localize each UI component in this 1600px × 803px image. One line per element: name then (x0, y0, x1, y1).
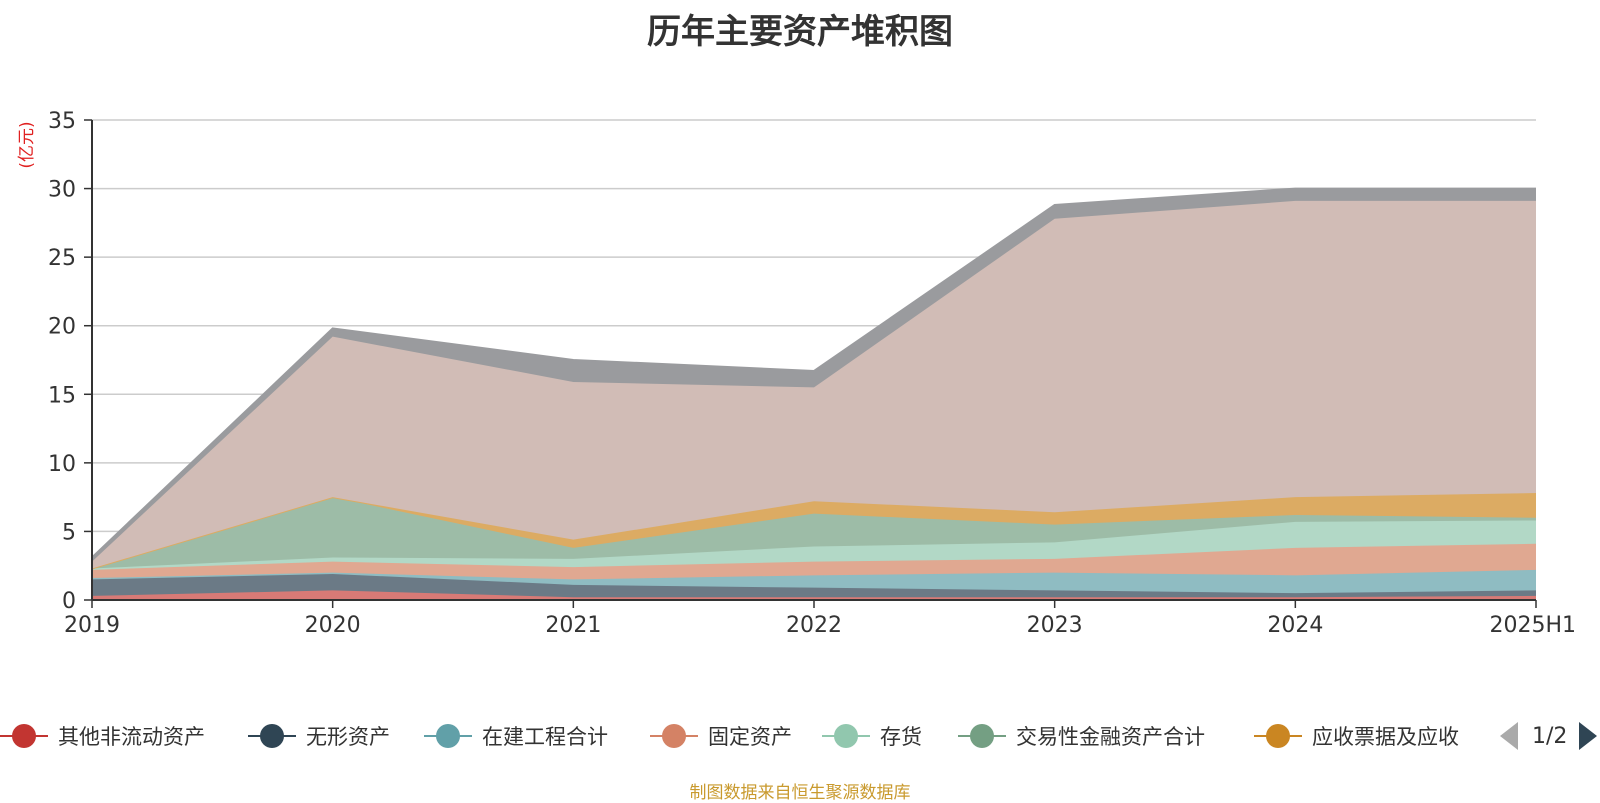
x-tick-label: 2022 (786, 613, 842, 638)
legend-dot-icon (260, 724, 284, 748)
legend-marker-icon (0, 723, 48, 749)
data-source-note: 制图数据来自恒生聚源数据库 (689, 783, 911, 803)
y-tick-label: 15 (48, 383, 76, 408)
y-tick-label: 30 (48, 178, 76, 203)
y-tick-label: 10 (48, 452, 76, 477)
legend-dot-icon (12, 724, 36, 748)
legend-marker-icon (822, 723, 870, 749)
area-series (91, 187, 1537, 600)
legend-prev-page-icon[interactable] (1500, 722, 1518, 750)
x-tick-label: 2023 (1027, 613, 1083, 638)
legend-marker-icon (958, 723, 1006, 749)
legend-item[interactable]: 固定资产 (650, 718, 792, 754)
chart-title: 历年主要资产堆积图 (647, 12, 953, 52)
x-tick-label: 2024 (1267, 613, 1323, 638)
legend-label: 固定资产 (708, 725, 792, 749)
legend-dot-icon (970, 724, 994, 748)
legend-marker-icon (424, 723, 472, 749)
y-tick-label: 20 (48, 315, 76, 340)
y-tick-label: 35 (48, 109, 76, 134)
x-tick-label: 2025H1 (1489, 613, 1576, 638)
legend-label: 应收票据及应收 (1312, 725, 1459, 749)
legend-dot-icon (436, 724, 460, 748)
area-其他资产 (92, 188, 1536, 562)
area-货币资金 (92, 200, 1536, 569)
legend-pager: 1/2 (1500, 718, 1598, 754)
legend-marker-icon (1254, 723, 1302, 749)
legend-dot-icon (1266, 724, 1290, 748)
legend-label: 存货 (880, 725, 922, 749)
y-tick-label: 25 (48, 246, 76, 271)
x-tick-label: 2020 (305, 613, 361, 638)
x-tick-label: 2021 (545, 613, 601, 638)
legend-label: 在建工程合计 (482, 725, 608, 749)
legend-next-page-icon[interactable] (1579, 722, 1598, 750)
legend-dot-icon (662, 724, 686, 748)
axes: 0 5 10 15 20 25 30 35 2019 2020 2021 2022 2023 2024 20… (48, 109, 1576, 638)
legend-item[interactable]: 其他非流动资产 (0, 718, 205, 754)
legend-marker-icon (650, 723, 698, 749)
legend-item[interactable]: 应收票据及应收 (1254, 718, 1459, 754)
legend-item[interactable]: 在建工程合计 (424, 718, 608, 754)
legend-label: 无形资产 (306, 725, 390, 749)
legend-item[interactable]: 交易性金融资产合计 (958, 718, 1205, 754)
legend: 其他非流动资产 无形资产 在建工程合计 固定资产 存货 交易性金融资产合计 应收票据及应收 (0, 718, 1600, 754)
legend-item[interactable]: 无形资产 (248, 718, 390, 754)
legend-label: 其他非流动资产 (58, 725, 205, 749)
legend-page-indicator: 1/2 (1532, 723, 1568, 749)
legend-dot-icon (834, 724, 858, 748)
area-在建工程合计 (92, 569, 1536, 594)
x-tick-label: 2019 (64, 613, 120, 638)
y-tick-label: 5 (62, 520, 76, 545)
stacked-area-chart: 0 5 10 15 20 25 30 35 2019 2020 2021 2022 2023 2024 20… (17, 109, 1576, 638)
legend-marker-icon (248, 723, 296, 749)
series-line-其他资产 (91, 187, 1536, 559)
legend-item[interactable]: 存货 (822, 718, 922, 754)
area-应收票据及应收 (92, 493, 1536, 569)
y-tick-label: 0 (62, 589, 76, 614)
area-交易性金融资产合计 (92, 497, 1536, 569)
legend-label: 交易性金融资产合计 (1016, 725, 1205, 749)
y-axis-unit-label: (亿元) (17, 121, 37, 168)
